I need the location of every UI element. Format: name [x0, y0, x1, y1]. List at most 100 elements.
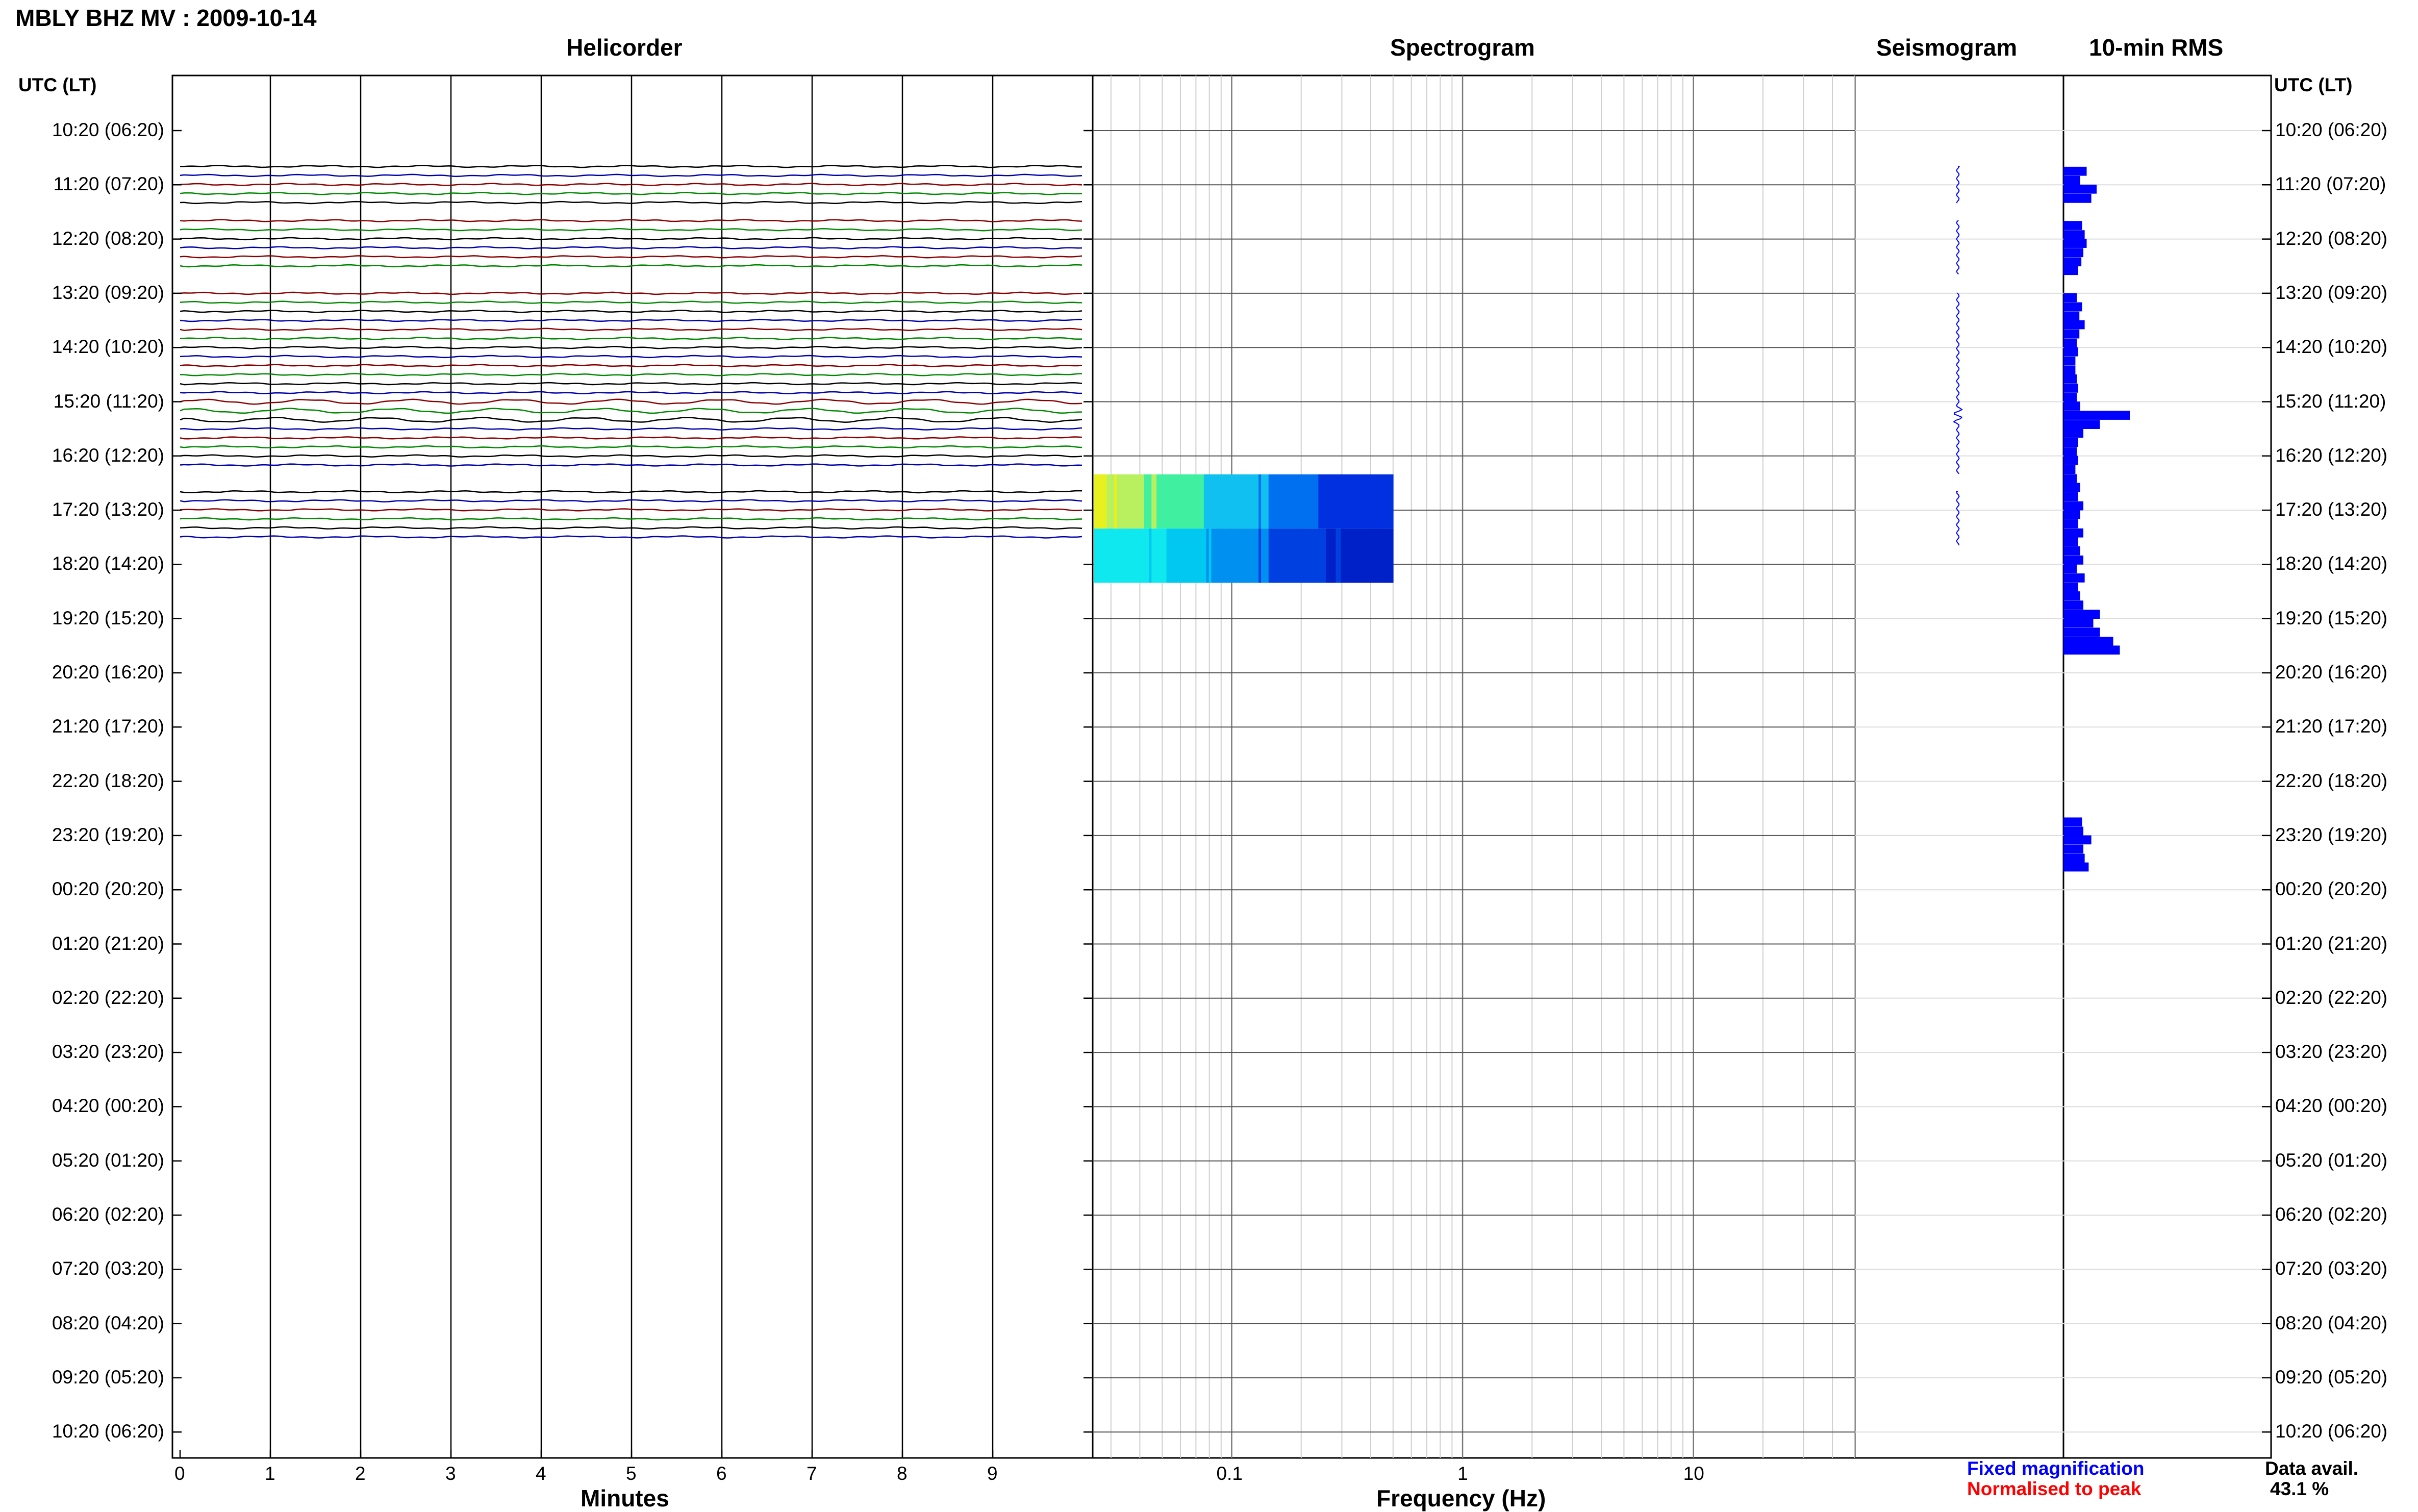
helicorder-x-tick-label: 5 — [626, 1463, 637, 1484]
rms-bar — [2063, 862, 2089, 872]
spectrogram-column — [1219, 528, 1222, 583]
spectrogram-column — [1283, 474, 1287, 529]
rms-bar — [2063, 311, 2080, 321]
legend-fixed-magnification: Fixed magnification — [1967, 1458, 2145, 1479]
helicorder-trace-line — [180, 337, 1082, 340]
page-title: MBLY BHZ MV : 2009-10-14 — [15, 5, 317, 31]
spectrogram-title: Spectrogram — [1390, 34, 1535, 61]
spectrogram-column — [1261, 528, 1264, 583]
right-time-label: 02:20 (22:20) — [2275, 987, 2388, 1008]
spectrogram-column — [1375, 474, 1379, 529]
spectrogram-column — [1301, 528, 1304, 583]
spectrogram-column — [1116, 528, 1120, 583]
spectrogram-column — [1139, 474, 1142, 529]
helicorder-x-axis-label: Minutes — [581, 1485, 669, 1511]
rms-bar — [2063, 365, 2076, 375]
spectrogram-column — [1291, 528, 1294, 583]
spectrogram-column — [1373, 474, 1376, 529]
rms-bar — [2063, 175, 2080, 185]
data-availability-value: 43.1 % — [2270, 1478, 2329, 1499]
spectrogram-column — [1233, 474, 1237, 529]
spectrogram-x-tick-label: 1 — [1457, 1463, 1468, 1484]
spectrogram-column — [1276, 528, 1279, 583]
helicorder-trace-line — [180, 291, 1082, 295]
helicorder-title: Helicorder — [566, 34, 683, 61]
spectrogram-column — [1106, 528, 1110, 583]
spectrogram-column — [1386, 474, 1389, 529]
spectrogram-column — [1223, 528, 1227, 583]
rms-bar — [2063, 438, 2078, 447]
seismogram-traces — [1953, 166, 1963, 546]
rms-bar — [2063, 429, 2083, 438]
spectrogram-column — [1380, 474, 1384, 529]
helicorder-trace-line — [180, 445, 1082, 449]
spectrogram-column — [1258, 528, 1262, 583]
spectrogram-x-axis-label: Frequency (Hz) — [1376, 1485, 1546, 1511]
left-time-label: 10:20 (06:20) — [52, 1421, 164, 1442]
helicorder-trace-line — [180, 416, 1082, 423]
rms-bar — [2063, 411, 2130, 420]
rms-bar — [2063, 583, 2078, 592]
helicorder-trace-line — [180, 398, 1082, 405]
spectrogram-column — [1186, 474, 1190, 529]
spectrogram-column — [1355, 528, 1359, 583]
spectrogram-column — [1166, 528, 1170, 583]
right-time-label: 09:20 (05:20) — [2275, 1366, 2388, 1388]
helicorder-trace-line — [180, 192, 1082, 195]
spectrogram-column — [1305, 474, 1309, 529]
seismogram-trace — [1956, 166, 1960, 204]
spectrogram-column — [1239, 474, 1242, 529]
spectrogram-column — [1126, 474, 1130, 529]
spectrogram-column — [1298, 528, 1301, 583]
spectrogram-column — [1161, 474, 1165, 529]
spectrogram-column — [1109, 474, 1112, 529]
left-time-label: 01:20 (21:20) — [52, 933, 164, 954]
spectrogram-column — [1228, 474, 1232, 529]
spectrogram-column — [1136, 528, 1140, 583]
spectrogram-column — [1293, 474, 1297, 529]
spectrogram-column — [1154, 528, 1157, 583]
spectrogram-column — [1233, 528, 1237, 583]
spectrogram-column — [1313, 528, 1317, 583]
spectrogram-column — [1112, 528, 1115, 583]
spectrogram-column — [1101, 528, 1105, 583]
spectrogram-column — [1149, 474, 1152, 529]
spectrogram-column — [1134, 474, 1137, 529]
spectrogram-column — [1263, 474, 1267, 529]
helicorder-trace-line — [180, 355, 1082, 359]
spectrogram-column — [1139, 528, 1142, 583]
right-time-label: 01:20 (21:20) — [2275, 933, 2388, 954]
spectrogram-column — [1251, 474, 1254, 529]
left-time-label: 12:20 (08:20) — [52, 228, 164, 249]
helicorder-trace-line — [180, 318, 1082, 322]
spectrogram-column — [1211, 474, 1215, 529]
left-time-label: 06:20 (02:20) — [52, 1204, 164, 1225]
spectrogram-column — [1246, 474, 1249, 529]
spectrogram-column — [1178, 474, 1182, 529]
helicorder-x-tick-label: 9 — [987, 1463, 998, 1484]
right-time-label: 05:20 (01:20) — [2275, 1149, 2388, 1171]
rms-bar — [2063, 338, 2077, 348]
rms-bar — [2063, 257, 2082, 267]
spectrogram-column — [1296, 528, 1299, 583]
right-time-label: 22:20 (18:20) — [2275, 770, 2388, 791]
seismogram-trace — [1956, 491, 1960, 546]
spectrogram-column — [1141, 474, 1145, 529]
rms-bar — [2063, 627, 2100, 637]
rms-bar — [2063, 401, 2080, 411]
rms-bar — [2063, 184, 2097, 194]
spectrogram-column — [1223, 474, 1227, 529]
rms-bar — [2063, 844, 2083, 854]
spectrogram-column — [1373, 528, 1376, 583]
spectrogram-column — [1378, 528, 1381, 583]
spectrogram-column — [1171, 528, 1175, 583]
spectrogram-column — [1268, 474, 1272, 529]
spectrogram-column — [1161, 528, 1165, 583]
helicorder-x-tick-label: 8 — [897, 1463, 908, 1484]
helicorder-trace-line — [180, 228, 1082, 232]
rms-bar — [2063, 194, 2092, 203]
spectrogram-column — [1151, 528, 1154, 583]
spectrogram-column — [1216, 528, 1219, 583]
helicorder-trace-line — [180, 436, 1082, 440]
spectrogram-column — [1186, 528, 1190, 583]
